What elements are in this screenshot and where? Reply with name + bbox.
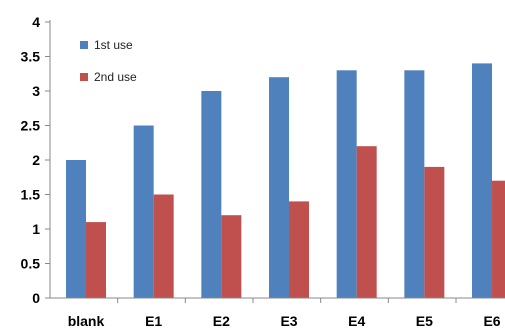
legend-label-first-use: 1st use xyxy=(94,38,133,52)
bar-first-use-blank xyxy=(66,160,86,298)
y-tick-label: 1.5 xyxy=(21,187,41,203)
bar-second-use-e3 xyxy=(289,201,310,298)
legend-swatch-second-use xyxy=(80,73,88,81)
y-tick-label: 0.5 xyxy=(21,256,41,272)
y-axis-ticks: 0 0.5 1 1.5 2 2.5 3 3.5 4 xyxy=(21,14,50,306)
bar-first-use-e6 xyxy=(472,63,493,299)
bar-second-use-e4 xyxy=(356,146,377,298)
x-tick-label: E6 xyxy=(483,313,500,329)
bars-group xyxy=(66,63,505,299)
y-tick-label: 3 xyxy=(32,83,40,99)
axes-group xyxy=(49,20,505,299)
x-tick-label: E3 xyxy=(280,313,297,329)
bar-second-use-e2 xyxy=(221,215,242,298)
bar-second-use-e6 xyxy=(492,180,505,298)
x-tick-label: blank xyxy=(68,313,105,329)
x-tick-label: E4 xyxy=(348,313,365,329)
y-tick-label: 1 xyxy=(32,221,40,237)
y-tick-label: 2.5 xyxy=(21,118,41,134)
y-tick-label: 0 xyxy=(32,290,40,306)
legend: 1st use 2nd use xyxy=(80,38,137,84)
bar-first-use-e2 xyxy=(201,91,222,298)
y-tick-label: 4 xyxy=(32,14,40,30)
legend-swatch-first-use xyxy=(80,41,88,49)
bar-second-use-e5 xyxy=(424,166,445,298)
bar-first-use-e1 xyxy=(133,125,154,298)
x-tick-label: E2 xyxy=(213,313,230,329)
x-axis-ticks: blank E1 E2 E3 E4 E5 E6 xyxy=(68,298,501,329)
bar-second-use-e1 xyxy=(153,194,174,298)
y-tick-label: 2 xyxy=(32,152,40,168)
x-tick-label: E1 xyxy=(145,313,162,329)
legend-label-second-use: 2nd use xyxy=(94,70,137,84)
x-tick-label: E5 xyxy=(416,313,433,329)
bar-first-use-e5 xyxy=(404,70,425,298)
bar-second-use-blank xyxy=(86,222,106,298)
y-tick-label: 3.5 xyxy=(21,49,41,65)
bar-first-use-e4 xyxy=(336,70,357,298)
bar-first-use-e3 xyxy=(269,77,290,298)
